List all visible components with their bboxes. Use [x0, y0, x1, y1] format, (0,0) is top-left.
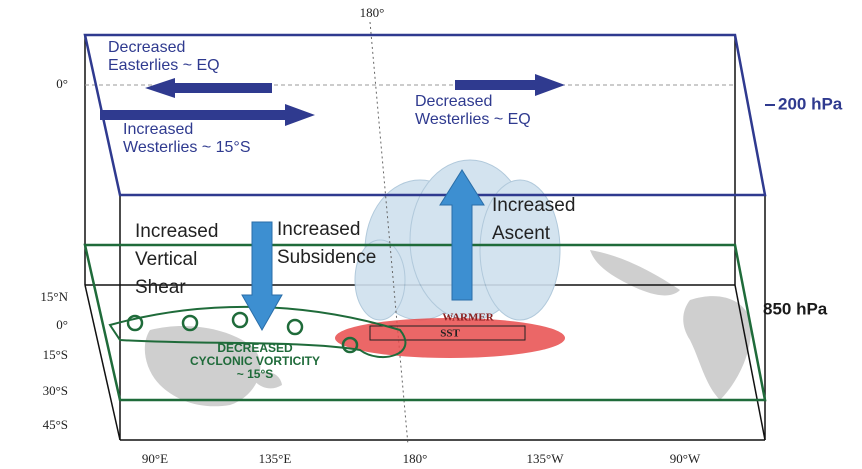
- latitude-label: 15°N: [40, 289, 68, 304]
- latitude-label: 45°S: [43, 417, 68, 432]
- vorticity-label: DECREASED: [217, 341, 293, 355]
- vorticity-band: [108, 305, 407, 359]
- meridian-label: 180°: [360, 5, 385, 20]
- sst-box: [369, 325, 526, 341]
- sst-label: SST: [440, 328, 460, 340]
- longitude-label: 135°E: [259, 451, 292, 466]
- process-label: Increased: [135, 221, 218, 242]
- vortices: [126, 311, 359, 354]
- map: [144, 250, 751, 407]
- process-label: Ascent: [492, 223, 551, 244]
- latitude-label: 30°S: [43, 383, 68, 398]
- wind-label: Westerlies ~ 15°S: [123, 139, 251, 156]
- wind-label: Decreased: [108, 39, 185, 56]
- wind-label: Westerlies ~ EQ: [415, 111, 531, 128]
- vorticity-label: ~ 15°S: [237, 367, 274, 381]
- wind-arrows: [100, 74, 565, 126]
- process-label: Increased: [277, 219, 360, 240]
- equator-label: 0°: [56, 76, 68, 91]
- latitude-label: 0°: [56, 317, 68, 332]
- process-label: Increased: [492, 195, 575, 216]
- process-label: Vertical: [135, 249, 197, 270]
- vertical-arrows: [241, 169, 485, 332]
- sst-label: WARMER: [442, 312, 494, 324]
- level-label: 200 hPa: [778, 94, 843, 113]
- longitude-label: 135°W: [527, 451, 565, 466]
- longitude-label: 90°E: [142, 451, 168, 466]
- process-label: Shear: [135, 277, 186, 298]
- lower-box: [83, 243, 767, 402]
- wind-label: Decreased: [415, 93, 492, 110]
- latitude-label: 15°S: [43, 347, 68, 362]
- process-label: Subsidence: [277, 247, 376, 268]
- wind-label: Increased: [123, 121, 193, 138]
- wind-label: Easterlies ~ EQ: [108, 57, 220, 74]
- meridian-line: [369, 21, 409, 446]
- vorticity-label: CYCLONIC VORTICITY: [190, 354, 320, 368]
- level-label: 850 hPa: [763, 299, 828, 318]
- upper-box: [83, 33, 767, 197]
- longitude-label: 180°: [403, 451, 428, 466]
- longitude-label: 90°W: [670, 451, 701, 466]
